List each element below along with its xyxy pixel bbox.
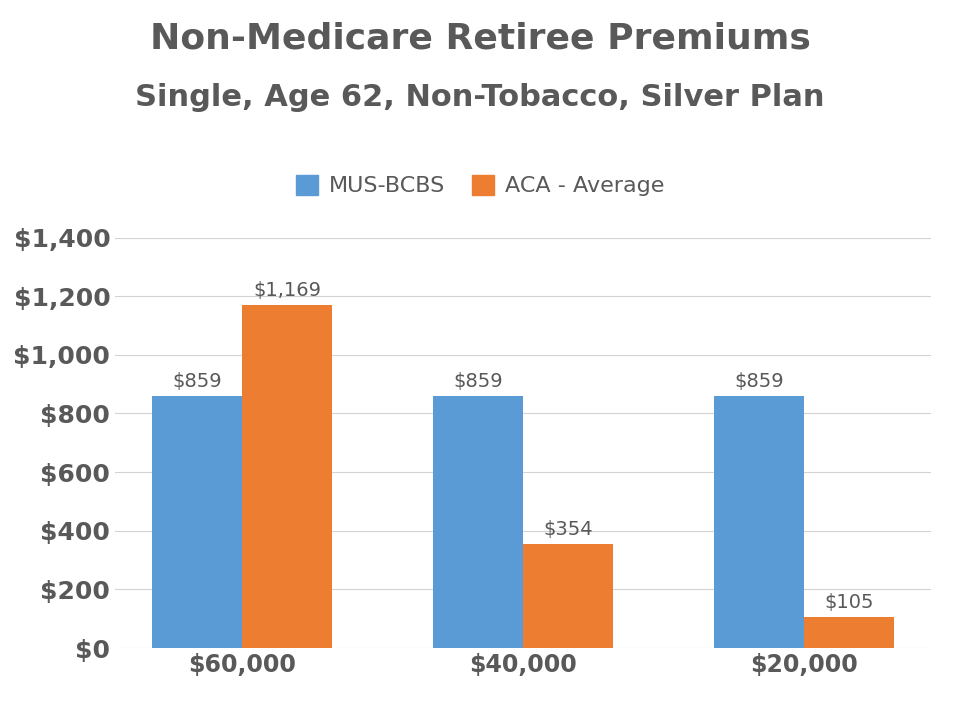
Bar [804,617,894,648]
Bar [523,544,613,648]
Text: $859: $859 [453,372,503,391]
Bar [153,396,242,648]
Bar [714,396,804,648]
Text: $105: $105 [825,593,874,612]
Legend: MUS-BCBS, ACA - Average: MUS-BCBS, ACA - Average [287,166,673,205]
Text: $1,169: $1,169 [253,281,322,300]
Bar [242,305,332,648]
Text: Single, Age 62, Non-Tobacco, Silver Plan: Single, Age 62, Non-Tobacco, Silver Plan [135,83,825,112]
Text: $859: $859 [734,372,784,391]
Text: Non-Medicare Retiree Premiums: Non-Medicare Retiree Premiums [150,22,810,55]
Text: $354: $354 [543,520,593,539]
Text: $859: $859 [173,372,222,391]
Bar [433,396,523,648]
